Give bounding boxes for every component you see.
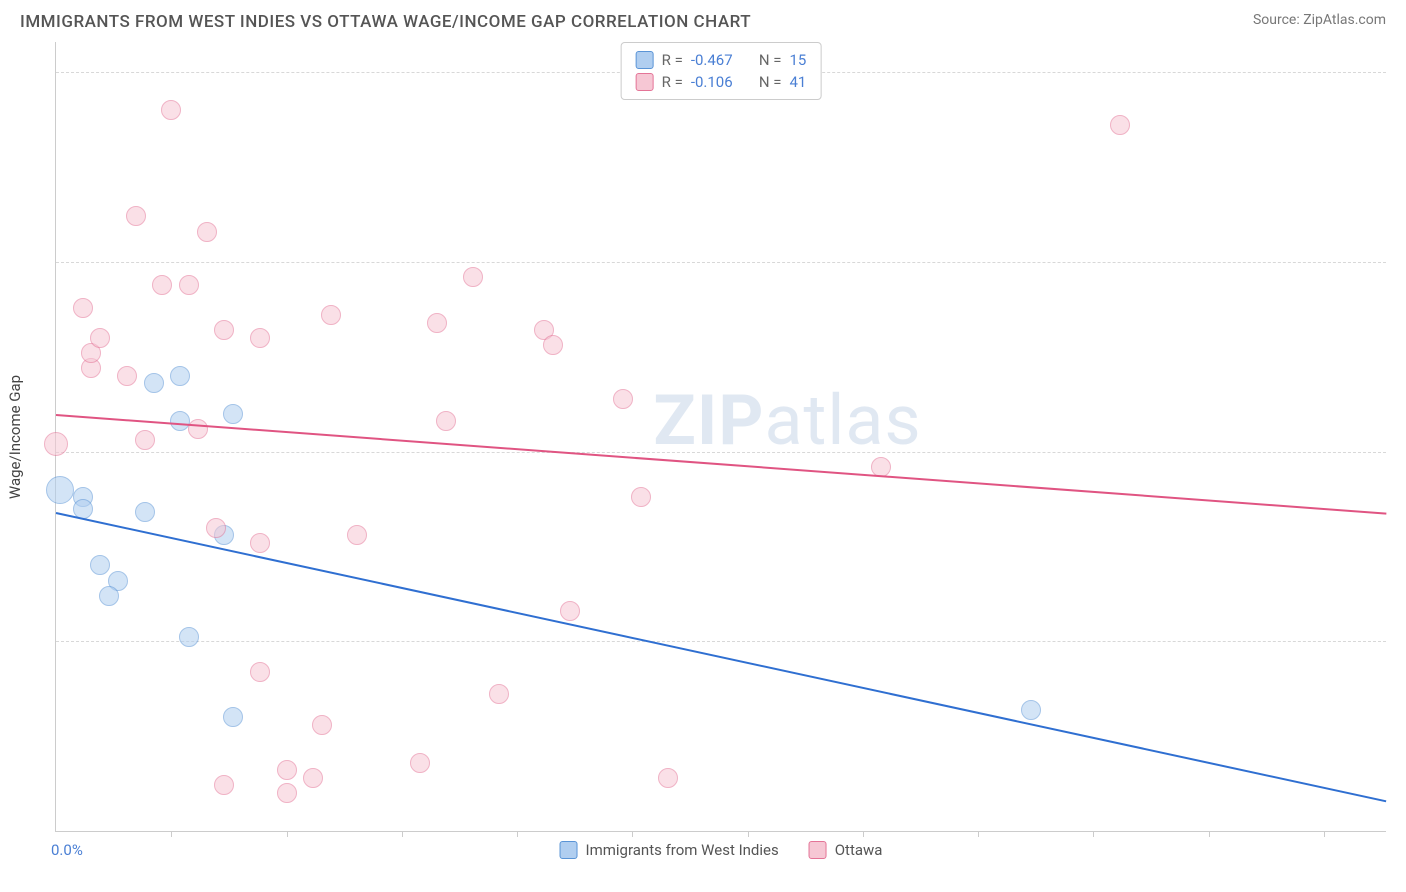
- y-axis-label: Wage/Income Gap: [6, 375, 24, 499]
- scatter-point: [126, 206, 146, 226]
- x-tick: [517, 831, 518, 837]
- x-tick: [1324, 831, 1325, 837]
- scatter-point: [152, 275, 172, 295]
- legend-item: Ottawa: [809, 841, 883, 859]
- scatter-point: [277, 783, 297, 803]
- x-tick: [1093, 831, 1094, 837]
- scatter-point: [410, 753, 430, 773]
- scatter-point: [303, 768, 323, 788]
- watermark-atlas: atlas: [764, 380, 921, 462]
- legend-swatch: [636, 51, 654, 69]
- y-tick-label: 50.0%: [1391, 63, 1406, 81]
- scatter-point: [277, 760, 297, 780]
- scatter-point: [206, 518, 226, 538]
- scatter-point: [631, 487, 651, 507]
- x-tick: [1209, 831, 1210, 837]
- scatter-point: [250, 328, 270, 348]
- gridline: [56, 262, 1386, 263]
- scatter-point: [312, 715, 332, 735]
- stat-r-value: -0.106: [691, 73, 751, 91]
- source-label: Source: ZipAtlas.com: [1253, 12, 1386, 28]
- scatter-point: [170, 366, 190, 386]
- stat-r-label: R =: [662, 51, 683, 69]
- scatter-point: [179, 627, 199, 647]
- scatter-point: [658, 768, 678, 788]
- x-tick: [171, 831, 172, 837]
- scatter-point: [161, 100, 181, 120]
- scatter-point: [99, 586, 119, 606]
- trend-line: [56, 512, 1386, 802]
- scatter-point: [144, 373, 164, 393]
- x-axis-min-label: 0.0%: [51, 841, 83, 859]
- scatter-point: [427, 313, 447, 333]
- scatter-point: [250, 662, 270, 682]
- legend-item: Immigrants from West Indies: [560, 841, 779, 859]
- stat-r-label: R =: [662, 73, 683, 91]
- scatter-point: [214, 775, 234, 795]
- y-tick-label: 37.5%: [1391, 253, 1406, 271]
- scatter-point: [188, 419, 208, 439]
- gridline: [56, 641, 1386, 642]
- stat-n-value: 41: [789, 73, 806, 91]
- scatter-point: [135, 502, 155, 522]
- gridline: [56, 452, 1386, 453]
- legend-swatch: [560, 841, 578, 859]
- scatter-point: [321, 305, 341, 325]
- x-tick: [863, 831, 864, 837]
- watermark: ZIPatlas: [653, 380, 921, 462]
- scatter-point: [135, 430, 155, 450]
- scatter-point: [90, 328, 110, 348]
- scatter-point: [1021, 700, 1041, 720]
- legend-series-name: Immigrants from West Indies: [586, 841, 779, 859]
- scatter-point: [436, 411, 456, 431]
- scatter-point: [214, 320, 234, 340]
- scatter-point: [223, 404, 243, 424]
- scatter-point: [179, 275, 199, 295]
- x-tick: [287, 831, 288, 837]
- scatter-point: [1110, 115, 1130, 135]
- scatter-point: [613, 389, 633, 409]
- scatter-point: [489, 684, 509, 704]
- stat-n-label: N =: [759, 73, 782, 91]
- stat-r-value: -0.467: [691, 51, 751, 69]
- legend-stats-box: R = -0.467 N = 15 R = -0.106 N = 41: [621, 42, 822, 100]
- legend-stat-row: R = -0.106 N = 41: [636, 71, 807, 93]
- scatter-point: [543, 335, 563, 355]
- chart-container: Wage/Income Gap ZIPatlas R =-0.467N =15R…: [55, 42, 1386, 832]
- x-tick: [978, 831, 979, 837]
- watermark-zip: ZIP: [653, 380, 764, 462]
- scatter-point: [250, 533, 270, 553]
- legend-swatch: [809, 841, 827, 859]
- scatter-point: [90, 555, 110, 575]
- scatter-point: [46, 476, 74, 504]
- scatter-point: [347, 525, 367, 545]
- x-tick: [402, 831, 403, 837]
- stat-n-value: 15: [789, 51, 806, 69]
- y-tick-label: 12.5%: [1391, 632, 1406, 650]
- scatter-point: [223, 707, 243, 727]
- x-tick: [632, 831, 633, 837]
- trend-line: [56, 414, 1386, 515]
- plot-area: ZIPatlas R =-0.467N =15R =-0.106N =41 0.…: [55, 42, 1386, 832]
- scatter-point: [73, 298, 93, 318]
- scatter-point: [117, 366, 137, 386]
- scatter-point: [463, 267, 483, 287]
- chart-title: IMMIGRANTS FROM WEST INDIES VS OTTAWA WA…: [20, 12, 751, 32]
- legend-stat-row: R = -0.467 N = 15: [636, 49, 807, 71]
- x-tick: [748, 831, 749, 837]
- legend-series-name: Ottawa: [835, 841, 883, 859]
- stat-n-label: N =: [759, 51, 782, 69]
- legend-series: Immigrants from West Indies Ottawa: [560, 841, 883, 859]
- scatter-point: [44, 432, 68, 456]
- legend-swatch: [636, 73, 654, 91]
- y-tick-label: 25.0%: [1391, 443, 1406, 461]
- scatter-point: [197, 222, 217, 242]
- scatter-point: [560, 601, 580, 621]
